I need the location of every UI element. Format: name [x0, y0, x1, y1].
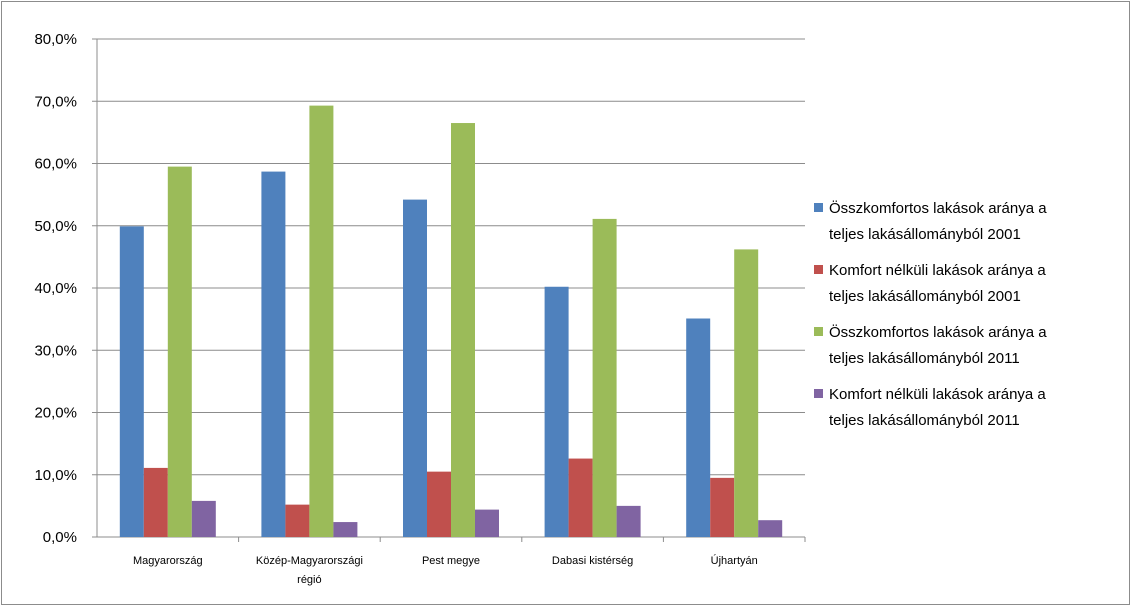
legend-swatch — [814, 265, 823, 274]
y-axis-tick-labels: 0,0% 10,0% 20,0% 30,0% 40,0% 50,0% 60,0% 70,0% 8… — [34, 31, 77, 546]
bar — [734, 249, 759, 537]
bar — [710, 477, 735, 537]
bar — [119, 226, 144, 537]
x-tick-label: Újhartyán — [711, 554, 758, 567]
bar — [758, 520, 783, 537]
legend-swatch — [814, 327, 823, 336]
legend-swatch — [814, 389, 823, 398]
y-tick-label: 10,0% — [34, 467, 77, 484]
bar — [451, 123, 475, 537]
legend-label: Komfort nélküli lakások aránya a teljes l… — [829, 262, 1046, 305]
legend-swatch — [814, 203, 823, 212]
legend-label: Komfort nélküli lakások aránya a teljes l… — [829, 386, 1046, 429]
y-tick-label: 80,0% — [34, 31, 77, 48]
y-tick-label: 0,0% — [43, 529, 77, 546]
y-tick-label: 50,0% — [34, 218, 77, 235]
bar — [427, 471, 451, 537]
bar — [544, 286, 569, 537]
bar — [568, 458, 593, 537]
bar — [191, 500, 216, 537]
legend: Összkomfortos lakások aránya a teljes lak… — [814, 199, 1047, 429]
x-tick-label: Magyarország — [133, 555, 203, 567]
bar — [616, 505, 641, 537]
y-tick-label: 20,0% — [34, 405, 77, 422]
bar — [686, 318, 711, 537]
x-axis-tick-labels: Magyarország Közép-Magyarországi régió Pest… — [133, 554, 758, 586]
bar — [475, 509, 499, 537]
x-tick-label: Dabasi kistérség — [552, 555, 633, 567]
y-tick-label: 40,0% — [34, 280, 77, 297]
bars — [119, 105, 783, 538]
y-tick-label: 70,0% — [34, 93, 77, 110]
bar — [592, 218, 617, 537]
legend-label: Összkomfortos lakások aránya a teljes lak… — [829, 199, 1047, 243]
bar — [143, 467, 168, 537]
bar — [403, 199, 427, 538]
bar — [309, 105, 334, 538]
y-tick-label: 30,0% — [34, 342, 77, 359]
legend-label: Összkomfortos lakások aránya a teljes lak… — [829, 323, 1047, 367]
y-tick-label: 60,0% — [34, 156, 77, 173]
bar — [333, 522, 358, 537]
x-tick-label: Közép-Magyarországi régió — [256, 555, 363, 586]
bar — [285, 504, 310, 537]
bar — [261, 171, 286, 537]
bar — [167, 166, 192, 538]
x-tick-label: Pest megye — [422, 555, 480, 567]
